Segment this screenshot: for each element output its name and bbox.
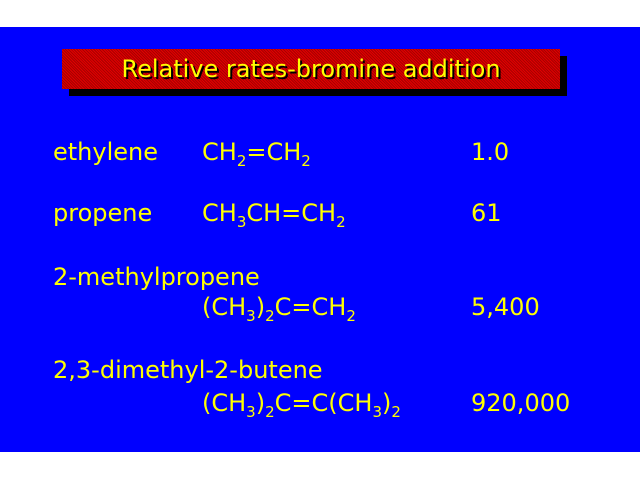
slide-title: Relative rates-bromine addition [121, 55, 501, 83]
compound-formula: (CH3)2C=CH2 [202, 293, 356, 325]
relative-rate: 5,400 [471, 293, 540, 321]
relative-rate: 61 [471, 199, 502, 227]
compound-name: ethylene [53, 138, 158, 166]
compound-formula: CH3CH=CH2 [202, 199, 346, 231]
title-box: Relative rates-bromine addition [62, 49, 560, 89]
slide [0, 27, 640, 452]
compound-formula: (CH3)2C=C(CH3)2 [202, 389, 401, 421]
compound-name: propene [53, 199, 153, 227]
compound-name: 2-methylpropene [53, 263, 260, 291]
relative-rate: 1.0 [471, 138, 510, 166]
compound-formula: CH2=CH2 [202, 138, 311, 170]
relative-rate: 920,000 [471, 389, 571, 417]
compound-name: 2,3-dimethyl-2-butene [53, 356, 323, 384]
